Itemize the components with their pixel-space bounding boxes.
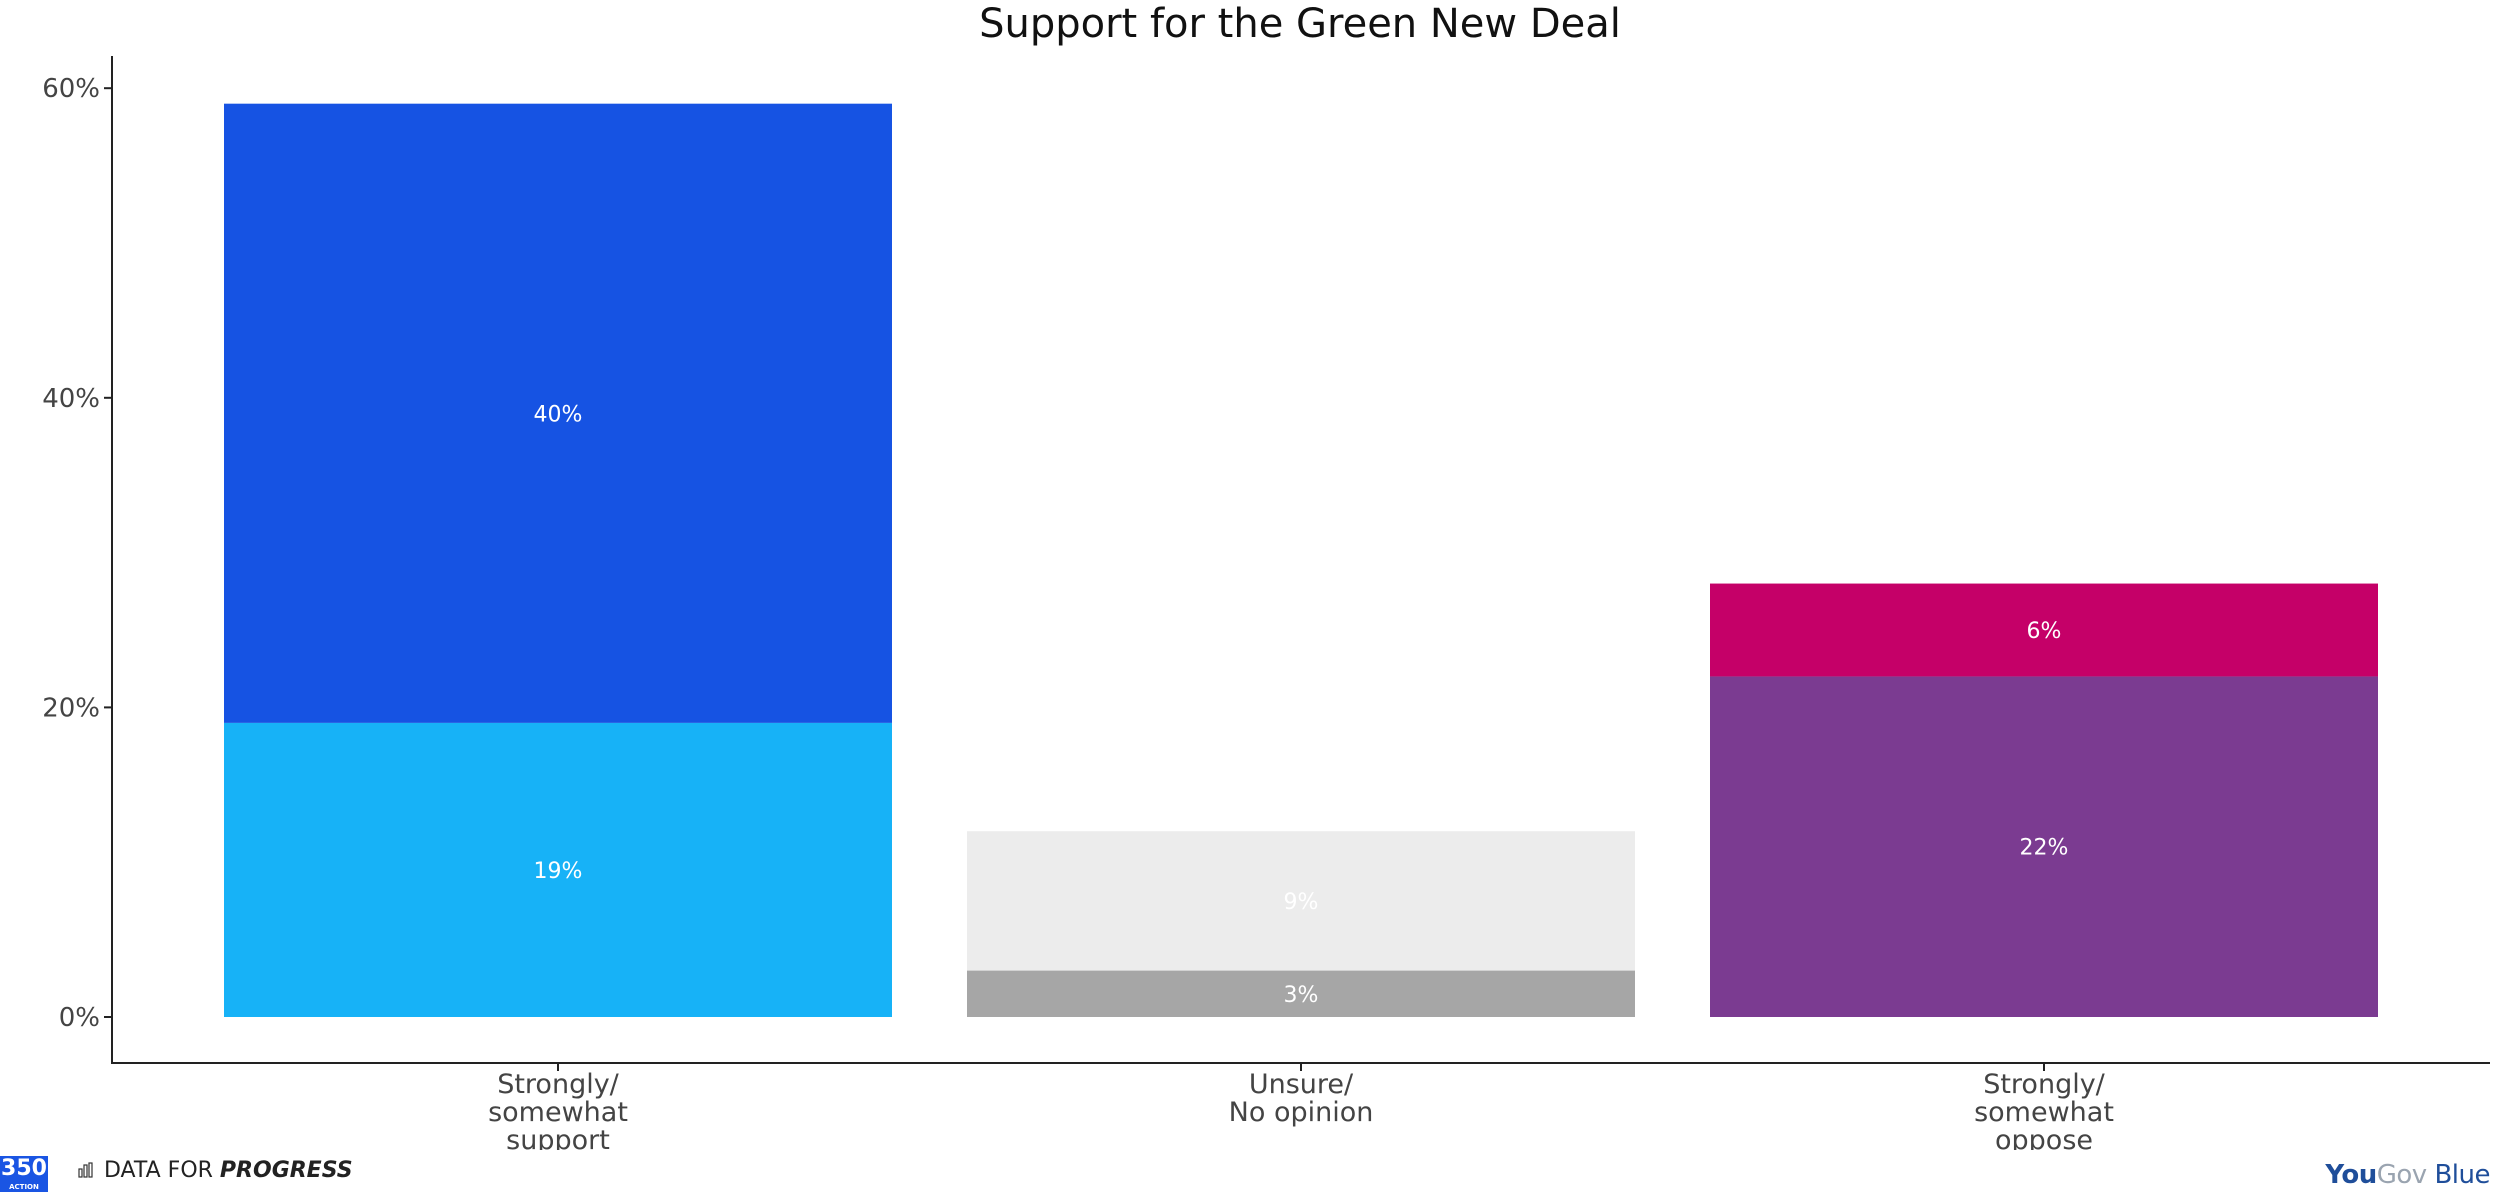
y-tick-label: 0% (59, 1003, 100, 1033)
yougov-blue: Blue (2426, 1160, 2490, 1190)
data-label: 40% (534, 402, 583, 427)
data-label: 22% (2020, 836, 2069, 861)
bar-chart-icon (78, 1162, 93, 1178)
x-category-label-line: Strongly/ (1983, 1069, 2105, 1100)
chart: Support for the Green New Deal 19% 40% 3% 9… (42, 1, 2490, 1150)
data-label: 9% (1284, 890, 1319, 915)
bar-segment (967, 970, 1635, 1017)
chart-title: Support for the Green New Deal (979, 1, 1621, 47)
y-tick-label: 20% (42, 693, 100, 723)
bar-segment (224, 103, 892, 723)
yougov-gov: Gov (2376, 1160, 2427, 1190)
dfp-bold: PROGRESS (219, 1158, 353, 1183)
x-category-label: Strongly/somewhat support (488, 1069, 628, 1150)
bar-segment (1710, 676, 2378, 1017)
bar-segment (1710, 583, 2378, 677)
data-label: 19% (534, 859, 583, 884)
data-label: 3% (1284, 983, 1319, 1008)
x-category-label-line: Unsure/ (1249, 1069, 1354, 1100)
y-tick-label: 40% (42, 384, 100, 414)
350-action-logo: 350 ACTION (0, 1156, 48, 1192)
dfp-prefix: DATA FOR (104, 1158, 220, 1183)
x-category-label-line: somewhat (1974, 1097, 2114, 1128)
x-category-label-line: No opinion (1229, 1097, 1374, 1128)
data-label: 6% (2027, 619, 2062, 644)
x-category-label: Unsure/No opinion (1229, 1069, 1374, 1128)
y-tick-label: 60% (42, 74, 100, 104)
x-category-label-line: oppose (1995, 1125, 2093, 1150)
bar-segment (224, 722, 892, 1017)
x-category-label-line: Strongly/ (497, 1069, 619, 1100)
yougov-blue-logo: YouGov Blue (2325, 1160, 2490, 1190)
x-category-label-line: support (506, 1125, 610, 1150)
logo-350-sub-text: ACTION (9, 1183, 39, 1191)
logo-350-text: 350 (1, 1156, 47, 1181)
x-category-label: Strongly/somewhat oppose (1974, 1069, 2114, 1150)
bar-segment (967, 831, 1635, 971)
data-for-progress-logo: DATA FOR PROGRESS (78, 1158, 353, 1183)
yougov-you: You (2325, 1160, 2377, 1190)
x-category-label-line: somewhat (488, 1097, 628, 1128)
